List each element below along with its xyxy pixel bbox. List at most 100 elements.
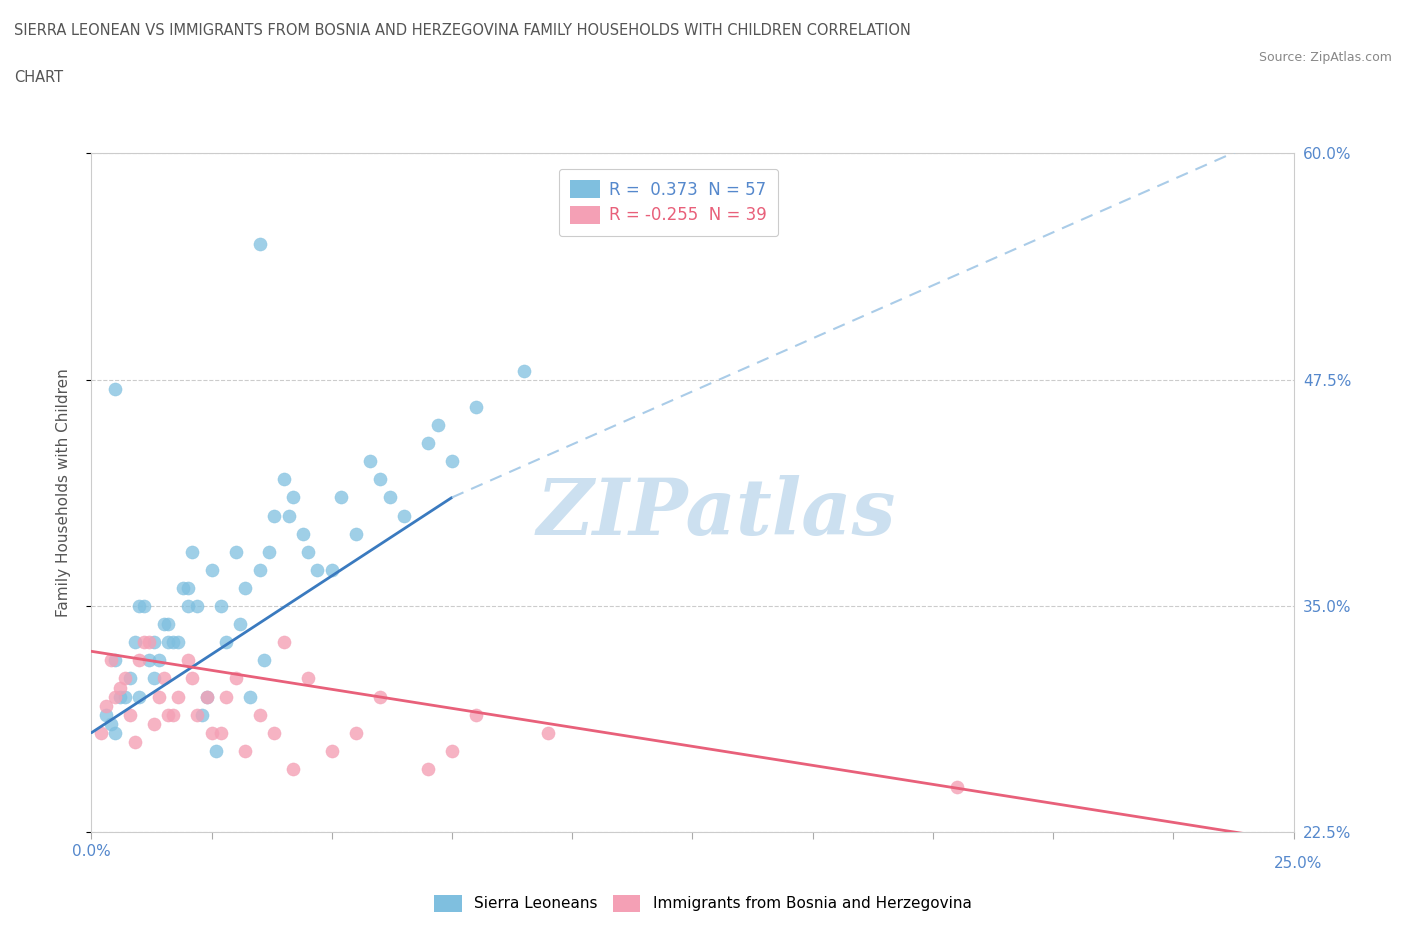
Point [259, 544, 281, 559]
Text: 25.0%: 25.0% [1274, 856, 1322, 870]
Legend: Sierra Leoneans, Immigrants from Bosnia and Herzegovina: Sierra Leoneans, Immigrants from Bosnia … [429, 889, 977, 918]
Text: SIERRA LEONEAN VS IMMIGRANTS FROM BOSNIA AND HERZEGOVINA FAMILY HOUSEHOLDS WITH : SIERRA LEONEAN VS IMMIGRANTS FROM BOSNIA… [14, 23, 911, 38]
Point [195, 689, 218, 704]
Point [215, 635, 238, 650]
Point [124, 635, 146, 650]
Point [186, 599, 208, 614]
Point [263, 725, 285, 740]
Point [128, 599, 150, 614]
Point [277, 508, 299, 523]
Point [368, 472, 391, 486]
Point [195, 689, 218, 704]
Point [465, 707, 488, 722]
Point [440, 454, 463, 469]
Point [225, 671, 247, 686]
Point [253, 653, 276, 668]
Point [229, 617, 252, 631]
Point [215, 689, 238, 704]
Point [134, 635, 156, 650]
Point [249, 236, 271, 251]
Point [181, 671, 204, 686]
Point [233, 743, 256, 758]
Point [209, 599, 232, 614]
Point [946, 779, 969, 794]
Point [239, 689, 262, 704]
Point [233, 580, 256, 595]
Point [162, 707, 184, 722]
Point [249, 707, 271, 722]
Point [209, 725, 232, 740]
Point [152, 617, 174, 631]
Point [118, 671, 141, 686]
Point [176, 580, 198, 595]
Point [344, 526, 367, 541]
Point [114, 671, 136, 686]
Point [537, 725, 560, 740]
Point [200, 725, 222, 740]
Point [378, 490, 401, 505]
Y-axis label: Family Households with Children: Family Households with Children [56, 368, 70, 618]
Point [138, 653, 160, 668]
Point [330, 490, 353, 505]
Point [176, 653, 198, 668]
Point [440, 743, 463, 758]
Point [465, 400, 488, 415]
Point [392, 508, 415, 523]
Point [118, 707, 141, 722]
Point [205, 743, 228, 758]
Point [167, 635, 190, 650]
Text: CHART: CHART [14, 70, 63, 85]
Point [263, 508, 285, 523]
Point [181, 544, 204, 559]
Point [104, 381, 127, 396]
Point [273, 635, 295, 650]
Point [321, 563, 343, 578]
Point [142, 635, 165, 650]
Point [191, 707, 214, 722]
Point [142, 671, 165, 686]
Point [291, 526, 314, 541]
Point [321, 743, 343, 758]
Point [100, 716, 122, 731]
Point [513, 364, 536, 379]
Point [426, 418, 449, 432]
Point [94, 707, 117, 722]
Point [297, 671, 319, 686]
Text: Source: ZipAtlas.com: Source: ZipAtlas.com [1258, 51, 1392, 64]
Point [124, 735, 146, 750]
Point [167, 689, 190, 704]
Point [128, 653, 150, 668]
Point [104, 725, 127, 740]
Point [162, 635, 184, 650]
Point [100, 653, 122, 668]
Point [157, 635, 180, 650]
Point [297, 544, 319, 559]
Point [200, 563, 222, 578]
Point [110, 689, 132, 704]
Point [157, 707, 180, 722]
Point [176, 599, 198, 614]
Text: ZIPatlas: ZIPatlas [537, 475, 896, 551]
Point [359, 454, 381, 469]
Point [249, 563, 271, 578]
Point [104, 653, 127, 668]
Point [94, 698, 117, 713]
Point [134, 599, 156, 614]
Point [186, 707, 208, 722]
Point [128, 689, 150, 704]
Point [152, 671, 174, 686]
Point [172, 580, 194, 595]
Point [344, 725, 367, 740]
Point [273, 472, 295, 486]
Point [283, 490, 305, 505]
Point [225, 544, 247, 559]
Point [148, 689, 170, 704]
Point [307, 563, 329, 578]
Legend: R =  0.373  N = 57, R = -0.255  N = 39: R = 0.373 N = 57, R = -0.255 N = 39 [558, 168, 778, 236]
Point [114, 689, 136, 704]
Point [416, 762, 439, 777]
Point [90, 725, 112, 740]
Point [368, 689, 391, 704]
Point [110, 680, 132, 695]
Point [157, 617, 180, 631]
